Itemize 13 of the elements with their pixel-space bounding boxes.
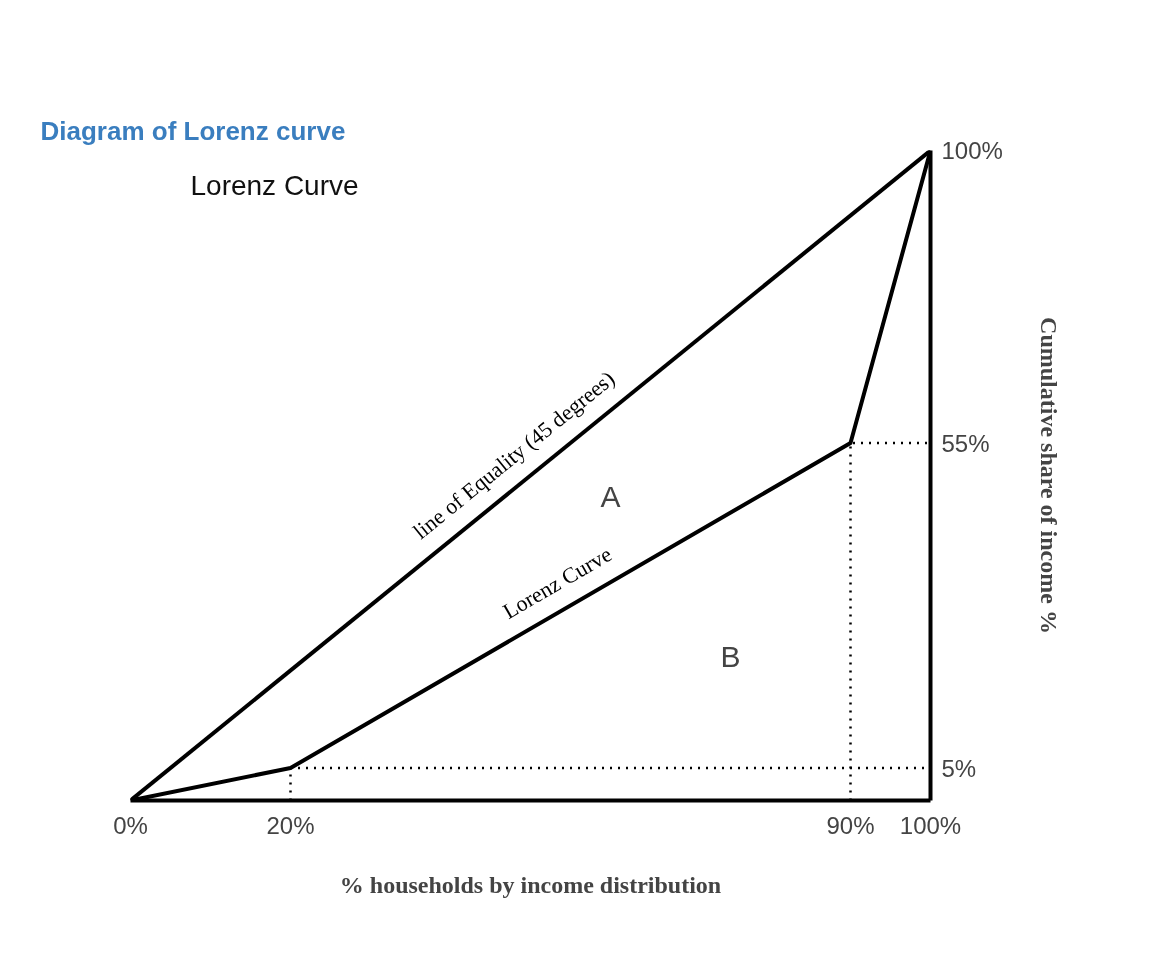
x-tick-label: 90% (826, 811, 875, 839)
chart-title: Diagram of Lorenz curve (40, 115, 346, 146)
text: Lorenz Curve (190, 169, 359, 201)
x-tick-label: 20% (266, 811, 315, 839)
y-tick-label: 100% (941, 137, 1003, 164)
x-tick-label: 0% (113, 811, 148, 839)
y-tick-label: 55% (941, 429, 990, 457)
y-axis-title: Cumulative share of income % (1035, 317, 1062, 634)
x-axis-title: % households by income distribution (339, 871, 722, 898)
x-tick-label: 100% (899, 811, 962, 839)
y-tick-label: 5% (941, 754, 977, 782)
annotation: A (600, 479, 621, 513)
annotation: B (720, 640, 741, 674)
